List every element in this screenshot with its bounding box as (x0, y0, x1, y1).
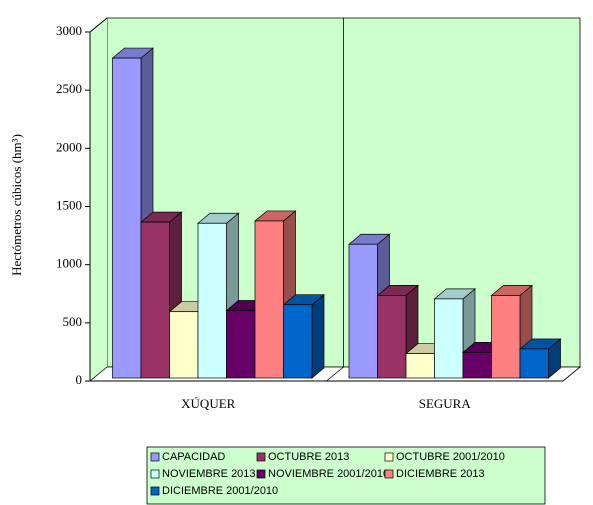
y-tick-label: 500 (63, 314, 83, 329)
side-wall (90, 18, 107, 381)
x-tick-label: XÚQUER (181, 396, 235, 411)
legend-swatch (384, 469, 394, 479)
bar (111, 47, 154, 379)
legend-label: NOVIEMBRE 2001/2010 (268, 468, 389, 480)
legend-label: NOVIEMBRE 2013 (162, 468, 256, 480)
bar-front (254, 220, 284, 379)
y-tick-label: 0 (76, 372, 83, 387)
bar-front (112, 57, 142, 379)
bar-front (405, 353, 435, 379)
bar-front (140, 221, 170, 379)
bar-front (283, 304, 313, 379)
legend-label: CAPACIDAD (162, 451, 225, 463)
bar-front (226, 310, 256, 379)
bar-front (197, 222, 227, 379)
bar (519, 338, 562, 379)
bar-front (434, 298, 464, 379)
legend-box (146, 446, 546, 505)
y-tick-label: 1500 (56, 197, 82, 212)
x-tick-label: SEGURA (419, 396, 472, 411)
legend-label: DICIEMBRE 2013 (396, 468, 485, 480)
y-tick-label: 3000 (56, 23, 82, 38)
legend-swatch (150, 486, 160, 496)
bar-front (169, 311, 199, 379)
y-tick-label: 1000 (56, 256, 82, 271)
y-axis-label: Hectómetros cúbicos (hm³) (9, 134, 24, 276)
y-tick-label: 2000 (56, 139, 82, 154)
legend-swatch (256, 469, 266, 479)
y-axis-top (89, 17, 108, 33)
bar-front (348, 243, 378, 379)
category-tick (326, 366, 344, 382)
legend-swatch (256, 452, 266, 462)
bar-front (462, 352, 492, 379)
category-tick (562, 366, 581, 382)
bar-front (491, 295, 521, 379)
legend-swatch (150, 469, 160, 479)
bar-front (377, 295, 407, 379)
y-tick-label: 2500 (56, 81, 82, 96)
bar (282, 293, 325, 379)
legend-label: DICIEMBRE 2001/2010 (162, 485, 278, 497)
legend-swatch (384, 452, 394, 462)
bar-front (519, 348, 549, 379)
legend-label: OCTUBRE 2013 (268, 451, 349, 463)
bar (197, 212, 240, 379)
legend-swatch (150, 452, 160, 462)
legend-label: OCTUBRE 2001/2010 (396, 451, 505, 463)
bar-side (311, 293, 325, 379)
